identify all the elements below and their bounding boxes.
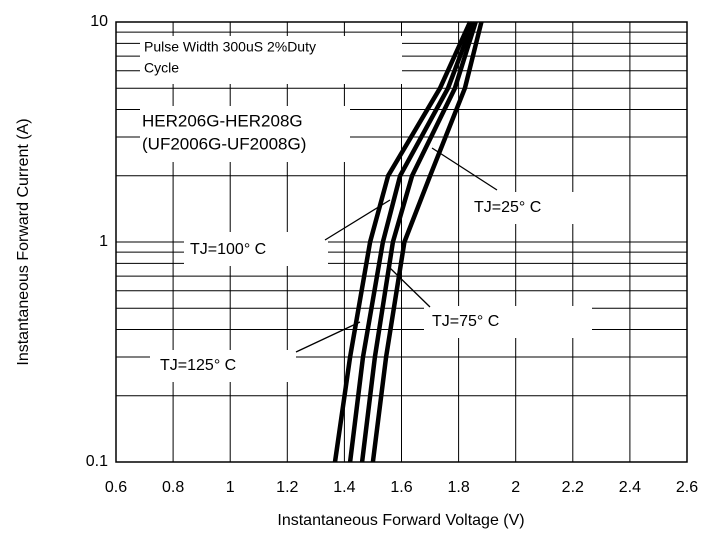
label-box	[150, 350, 296, 382]
series-label: TJ=125° C	[160, 357, 236, 374]
x-tick-label: 1	[226, 479, 235, 496]
series-label: TJ=25° C	[474, 199, 541, 216]
x-tick-label: 2.2	[562, 479, 584, 496]
label-box	[424, 306, 592, 338]
y-tick-label: 10	[90, 13, 108, 30]
note-box	[140, 106, 350, 162]
curve	[332, 21, 473, 463]
x-tick-label: 2.6	[676, 479, 698, 496]
arrow	[324, 199, 391, 241]
x-tick-label: 0.8	[162, 479, 184, 496]
x-tick-label: 1.6	[390, 479, 412, 496]
x-tick-label: 1.8	[447, 479, 469, 496]
label-box	[184, 232, 328, 266]
x-axis-label: Instantaneous Forward Voltage (V)	[277, 512, 524, 529]
x-tick-label: 2.4	[619, 479, 641, 496]
x-tick-label: 0.6	[105, 479, 127, 496]
plot-frame	[115, 21, 688, 463]
x-tick-label: 1.2	[276, 479, 298, 496]
arrow	[389, 267, 431, 308]
y-axis-label: Instantaneous Forward Current (A)	[15, 118, 32, 365]
note: (UF2006G-UF2008G)	[142, 134, 306, 153]
curve	[347, 21, 476, 463]
note: HER206G-HER208G	[142, 111, 303, 130]
series-label: TJ=75° C	[432, 313, 499, 330]
note: Cycle	[144, 60, 179, 76]
curves	[332, 21, 484, 463]
label-boxes	[140, 36, 592, 382]
label-box	[468, 192, 580, 224]
curve	[370, 21, 484, 463]
x-tick-label: 1.4	[333, 479, 355, 496]
arrows	[295, 147, 498, 353]
y-tick-label: 1	[99, 233, 108, 250]
curve	[359, 21, 478, 463]
note: Pulse Width 300uS 2%Duty	[144, 39, 316, 55]
series-label: TJ=100° C	[190, 241, 266, 258]
y-tick-label: 0.1	[86, 453, 108, 470]
note-box	[140, 36, 402, 84]
x-tick-label: 2	[511, 479, 520, 496]
arrow	[295, 321, 361, 353]
arrow	[431, 147, 498, 191]
